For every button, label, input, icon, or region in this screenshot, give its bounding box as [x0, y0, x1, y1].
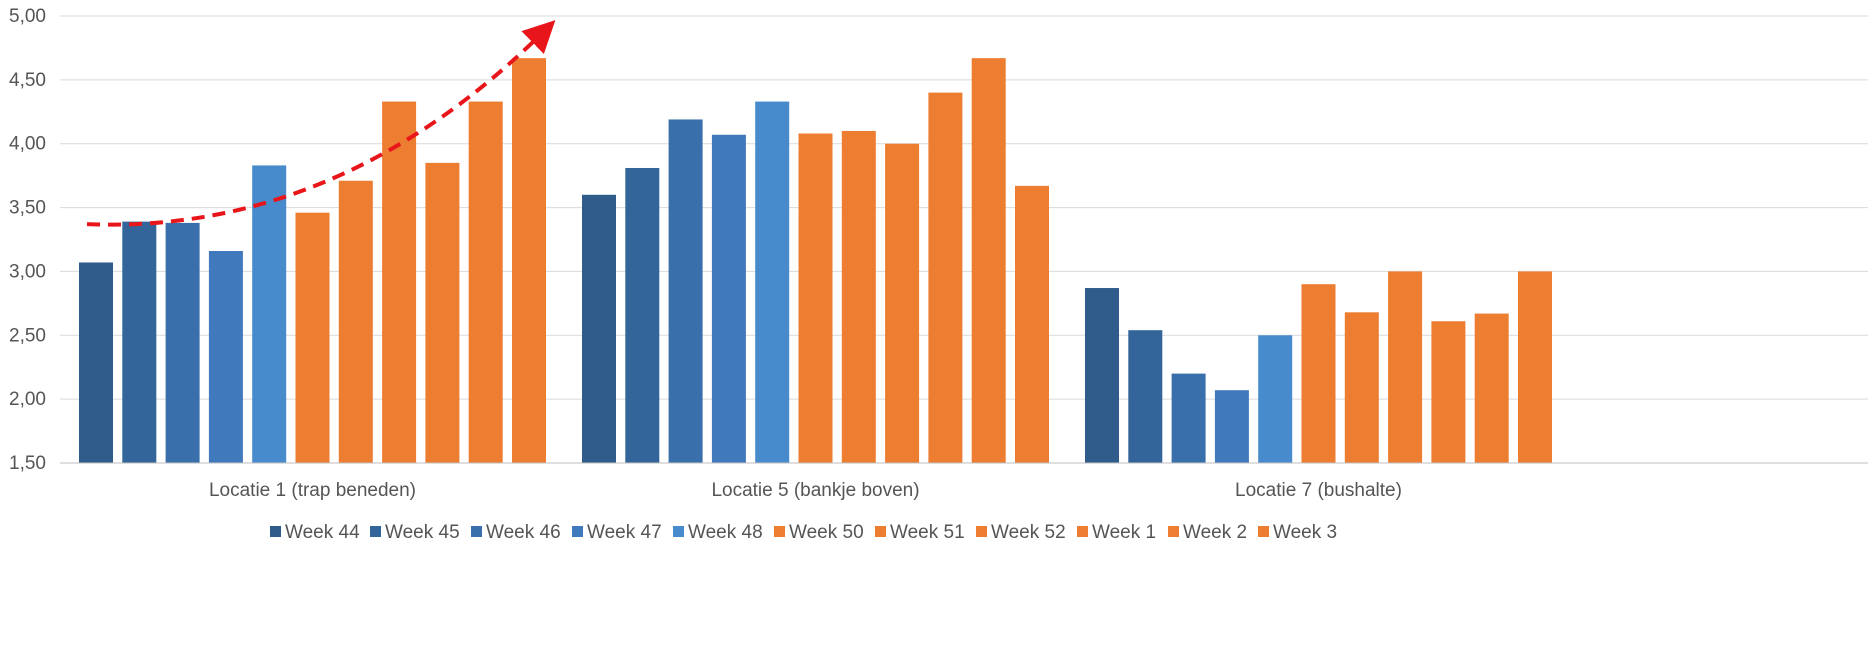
bar: [1344, 312, 1379, 463]
bar: [382, 101, 417, 463]
legend-swatch: [471, 526, 482, 537]
category-label: Locatie 7 (bushalte): [1235, 480, 1402, 501]
legend-swatch: [572, 526, 583, 537]
legend-item: Week 2: [1168, 522, 1247, 543]
bar: [295, 212, 330, 463]
legend-item: Week 1: [1077, 522, 1156, 543]
bar: [425, 162, 460, 463]
legend-swatch: [976, 526, 987, 537]
bar: [512, 58, 546, 463]
bar: [1388, 271, 1423, 463]
legend-swatch: [1077, 526, 1088, 537]
y-tick-label: 4,00: [9, 134, 46, 155]
bar: [928, 92, 963, 463]
legend-item: Week 3: [1258, 522, 1337, 543]
bar: [625, 167, 660, 464]
legend-item: Week 51: [875, 522, 965, 543]
bar: [582, 194, 616, 464]
legend-swatch: [370, 526, 381, 537]
bar: [1214, 390, 1249, 463]
category-label: Locatie 5 (bankje boven): [711, 480, 919, 501]
category-label: Locatie 1 (trap beneden): [209, 480, 416, 501]
legend-item: Week 45: [370, 522, 460, 543]
bar: [468, 101, 503, 463]
bar: [971, 58, 1006, 463]
bar: [208, 250, 243, 463]
legend-label: Week 46: [486, 522, 561, 543]
bar: [165, 222, 200, 463]
y-tick-label: 5,00: [9, 6, 46, 27]
bar: [841, 130, 876, 463]
bar: [252, 165, 287, 463]
bar: [885, 143, 920, 463]
bar: [1301, 284, 1336, 463]
bar: [798, 133, 833, 464]
annotations: [86, 20, 556, 227]
bar: [1015, 185, 1049, 464]
bar: [668, 119, 703, 463]
legend-item: Week 46: [471, 522, 561, 543]
legend: Week 44 Week 45 Week 46 Week 47 Week 48 Week …: [270, 522, 1337, 543]
y-tick-label: 3,00: [9, 261, 46, 282]
bar: [1518, 271, 1552, 463]
bar: [1474, 313, 1509, 463]
legend-label: Week 44: [285, 522, 360, 543]
legend-item: Week 50: [774, 522, 864, 543]
bars: [79, 58, 1552, 464]
bar: [1258, 335, 1293, 463]
legend-label: Week 48: [688, 522, 763, 543]
legend-swatch: [270, 526, 281, 537]
y-tick-label: 4,50: [9, 70, 46, 91]
legend-label: Week 1: [1092, 522, 1156, 543]
legend-swatch: [774, 526, 785, 537]
bar: [338, 180, 373, 463]
legend-item: Week 48: [673, 522, 763, 543]
legend-label: Week 52: [991, 522, 1066, 543]
trend-arrow: [86, 20, 556, 227]
legend-label: Week 3: [1273, 522, 1337, 543]
y-axis-ticks: 1,50 2,00 2,50 3,00 3,50 4,00 4,50 5,00: [9, 6, 46, 474]
bar: [1128, 330, 1163, 463]
bar: [122, 221, 157, 463]
legend-label: Week 47: [587, 522, 662, 543]
y-tick-label: 2,00: [9, 389, 46, 410]
y-tick-label: 3,50: [9, 198, 46, 219]
legend-label: Week 50: [789, 522, 864, 543]
legend-swatch: [673, 526, 684, 537]
category-labels: Locatie 1 (trap beneden) Locatie 5 (bankj…: [209, 480, 1402, 501]
legend-swatch: [875, 526, 886, 537]
bar: [79, 262, 113, 463]
gridlines: [60, 15, 1868, 400]
legend-swatch: [1168, 526, 1179, 537]
legend-label: Week 2: [1183, 522, 1247, 543]
y-tick-label: 2,50: [9, 325, 46, 346]
bar: [1431, 321, 1466, 463]
legend-label: Week 45: [385, 522, 460, 543]
legend-item: Week 44: [270, 522, 360, 543]
legend-item: Week 52: [976, 522, 1066, 543]
legend-label: Week 51: [890, 522, 965, 543]
legend-item: Week 47: [572, 522, 662, 543]
bar: [755, 101, 790, 463]
legend-swatch: [1258, 526, 1269, 537]
y-tick-label: 1,50: [9, 453, 46, 474]
bar: [711, 134, 746, 463]
bar: [1171, 373, 1206, 463]
bar: [1085, 288, 1119, 463]
